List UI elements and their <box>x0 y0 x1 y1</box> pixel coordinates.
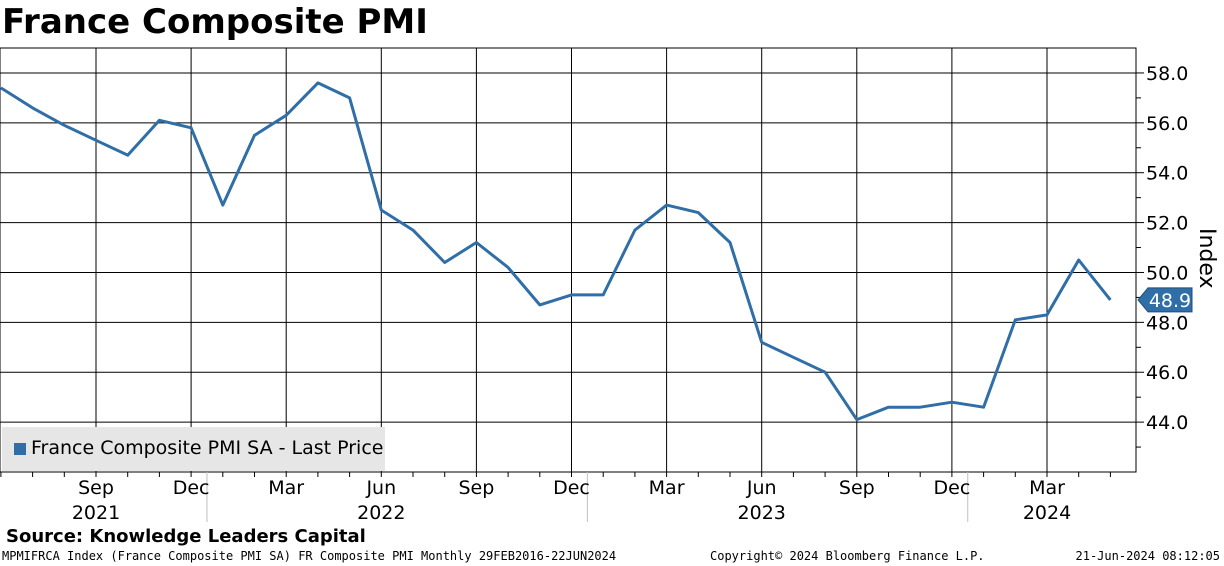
data-point <box>95 139 98 142</box>
data-point <box>665 204 668 207</box>
data-point <box>950 401 953 404</box>
data-point <box>412 229 415 232</box>
x-tick-label: Mar <box>268 477 304 499</box>
y-tick-label: 58.0 <box>1146 63 1188 85</box>
y-tick-label: 44.0 <box>1146 412 1188 434</box>
x-year-label: 2024 <box>1023 502 1071 524</box>
chart-title: France Composite PMI <box>2 2 428 42</box>
grid-layer <box>0 47 1137 473</box>
data-point <box>1014 318 1017 321</box>
legend-label: France Composite PMI SA - Last Price <box>31 437 384 459</box>
last-value-label: 48.9 <box>1149 290 1191 312</box>
x-tick-label: Sep <box>839 477 875 499</box>
data-point <box>253 134 256 137</box>
data-point <box>697 211 700 214</box>
x-year-label: 2023 <box>738 502 786 524</box>
data-point <box>285 114 288 117</box>
x-tick-label: Sep <box>78 477 114 499</box>
legend-swatch <box>14 443 26 455</box>
data-point <box>887 406 890 409</box>
axis-layer <box>0 72 1144 522</box>
data-point <box>824 371 827 374</box>
data-point <box>380 209 383 212</box>
data-point <box>760 341 763 344</box>
last-value-badge <box>1137 287 1193 313</box>
series-line <box>0 81 1112 422</box>
data-point <box>792 356 795 359</box>
footer-timestamp: 21-Jun-2024 08:12:05 <box>1075 549 1221 563</box>
data-point <box>443 261 446 264</box>
label-layer: 44.0 46.0 48.0 50.0 52.0 54.0 56.0 58.0 Index Sep… <box>72 63 1219 524</box>
x-tick-label: Jun <box>365 477 396 499</box>
y-tick-label: 54.0 <box>1146 163 1188 185</box>
legend: France Composite PMI SA - Last Price <box>2 427 385 471</box>
data-point <box>633 229 636 232</box>
data-point <box>919 406 922 409</box>
x-year-label: 2021 <box>72 502 120 524</box>
data-point <box>570 293 573 296</box>
x-tick-label: Jun <box>746 477 777 499</box>
data-point <box>221 204 224 207</box>
data-point <box>538 303 541 306</box>
x-tick-label: Dec <box>553 477 590 499</box>
x-tick-label: Mar <box>1029 477 1065 499</box>
data-point <box>855 418 858 421</box>
x-tick-label: Dec <box>934 477 971 499</box>
data-point <box>31 106 34 109</box>
data-point <box>158 119 161 122</box>
data-point <box>126 154 129 157</box>
data-point <box>63 124 66 127</box>
data-point <box>190 126 193 129</box>
data-point <box>316 81 319 84</box>
data-point <box>1109 298 1112 301</box>
y-tick-label: 52.0 <box>1146 213 1188 235</box>
x-tick-label: Dec <box>173 477 210 499</box>
data-point <box>602 293 605 296</box>
data-point <box>475 241 478 244</box>
data-point <box>982 406 985 409</box>
data-point <box>729 241 732 244</box>
footer-ticker-info: MPMIFRCA Index (France Composite PMI SA)… <box>2 549 617 563</box>
data-point <box>1077 259 1080 262</box>
footer-copyright: Copyright© 2024 Bloomberg Finance L.P. <box>710 549 985 563</box>
source-note: Source: Knowledge Leaders Capital <box>6 526 366 547</box>
data-point <box>348 96 351 99</box>
x-tick-label: Mar <box>649 477 685 499</box>
y-axis-label: Index <box>1194 228 1219 289</box>
y-tick-label: 46.0 <box>1146 362 1188 384</box>
y-tick-label: 50.0 <box>1146 262 1188 284</box>
x-tick-label: Sep <box>458 477 494 499</box>
x-year-label: 2022 <box>357 502 405 524</box>
series-layer <box>0 81 1112 422</box>
plot-frame <box>0 47 1137 473</box>
y-tick-label: 48.0 <box>1146 312 1188 334</box>
y-tick-label: 56.0 <box>1146 113 1188 135</box>
data-point <box>1046 313 1049 316</box>
data-point <box>507 266 510 269</box>
